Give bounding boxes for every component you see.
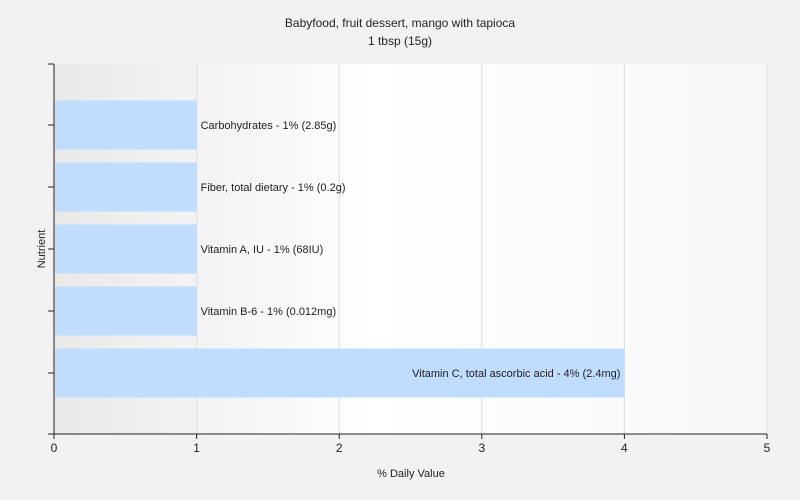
x-tick-label: 3 bbox=[478, 441, 485, 455]
y-axis-ticks bbox=[48, 63, 54, 435]
x-tick-label: 2 bbox=[336, 441, 343, 455]
x-tick-label: 1 bbox=[193, 441, 200, 455]
chart-subtitle: 1 tbsp (15g) bbox=[368, 34, 432, 48]
bar-label: Vitamin C, total ascorbic acid - 4% (2.4… bbox=[412, 368, 620, 380]
bars: Carbohydrates - 1% (2.85g) Fiber, total d… bbox=[55, 100, 625, 398]
bar-label: Fiber, total dietary - 1% (0.2g) bbox=[201, 182, 346, 194]
bar bbox=[55, 224, 197, 274]
chart-title: Babyfood, fruit dessert, mango with tapi… bbox=[285, 16, 515, 30]
bar-label: Carbohydrates - 1% (2.85g) bbox=[201, 120, 337, 132]
bar bbox=[55, 162, 197, 212]
x-tick-label: 4 bbox=[621, 441, 628, 455]
x-tick-label: 0 bbox=[51, 441, 58, 455]
bar bbox=[55, 100, 197, 150]
bar-label: Vitamin A, IU - 1% (68IU) bbox=[201, 244, 324, 256]
bar bbox=[55, 286, 197, 336]
x-tick-label: 5 bbox=[764, 441, 771, 455]
x-axis-ticks: 0 1 2 3 4 5 bbox=[51, 434, 771, 455]
bar-label: Vitamin B-6 - 1% (0.012mg) bbox=[201, 306, 337, 318]
x-axis-label: % Daily Value bbox=[377, 468, 445, 480]
y-axis-label: Nutrient bbox=[36, 230, 48, 269]
bar bbox=[55, 348, 625, 398]
